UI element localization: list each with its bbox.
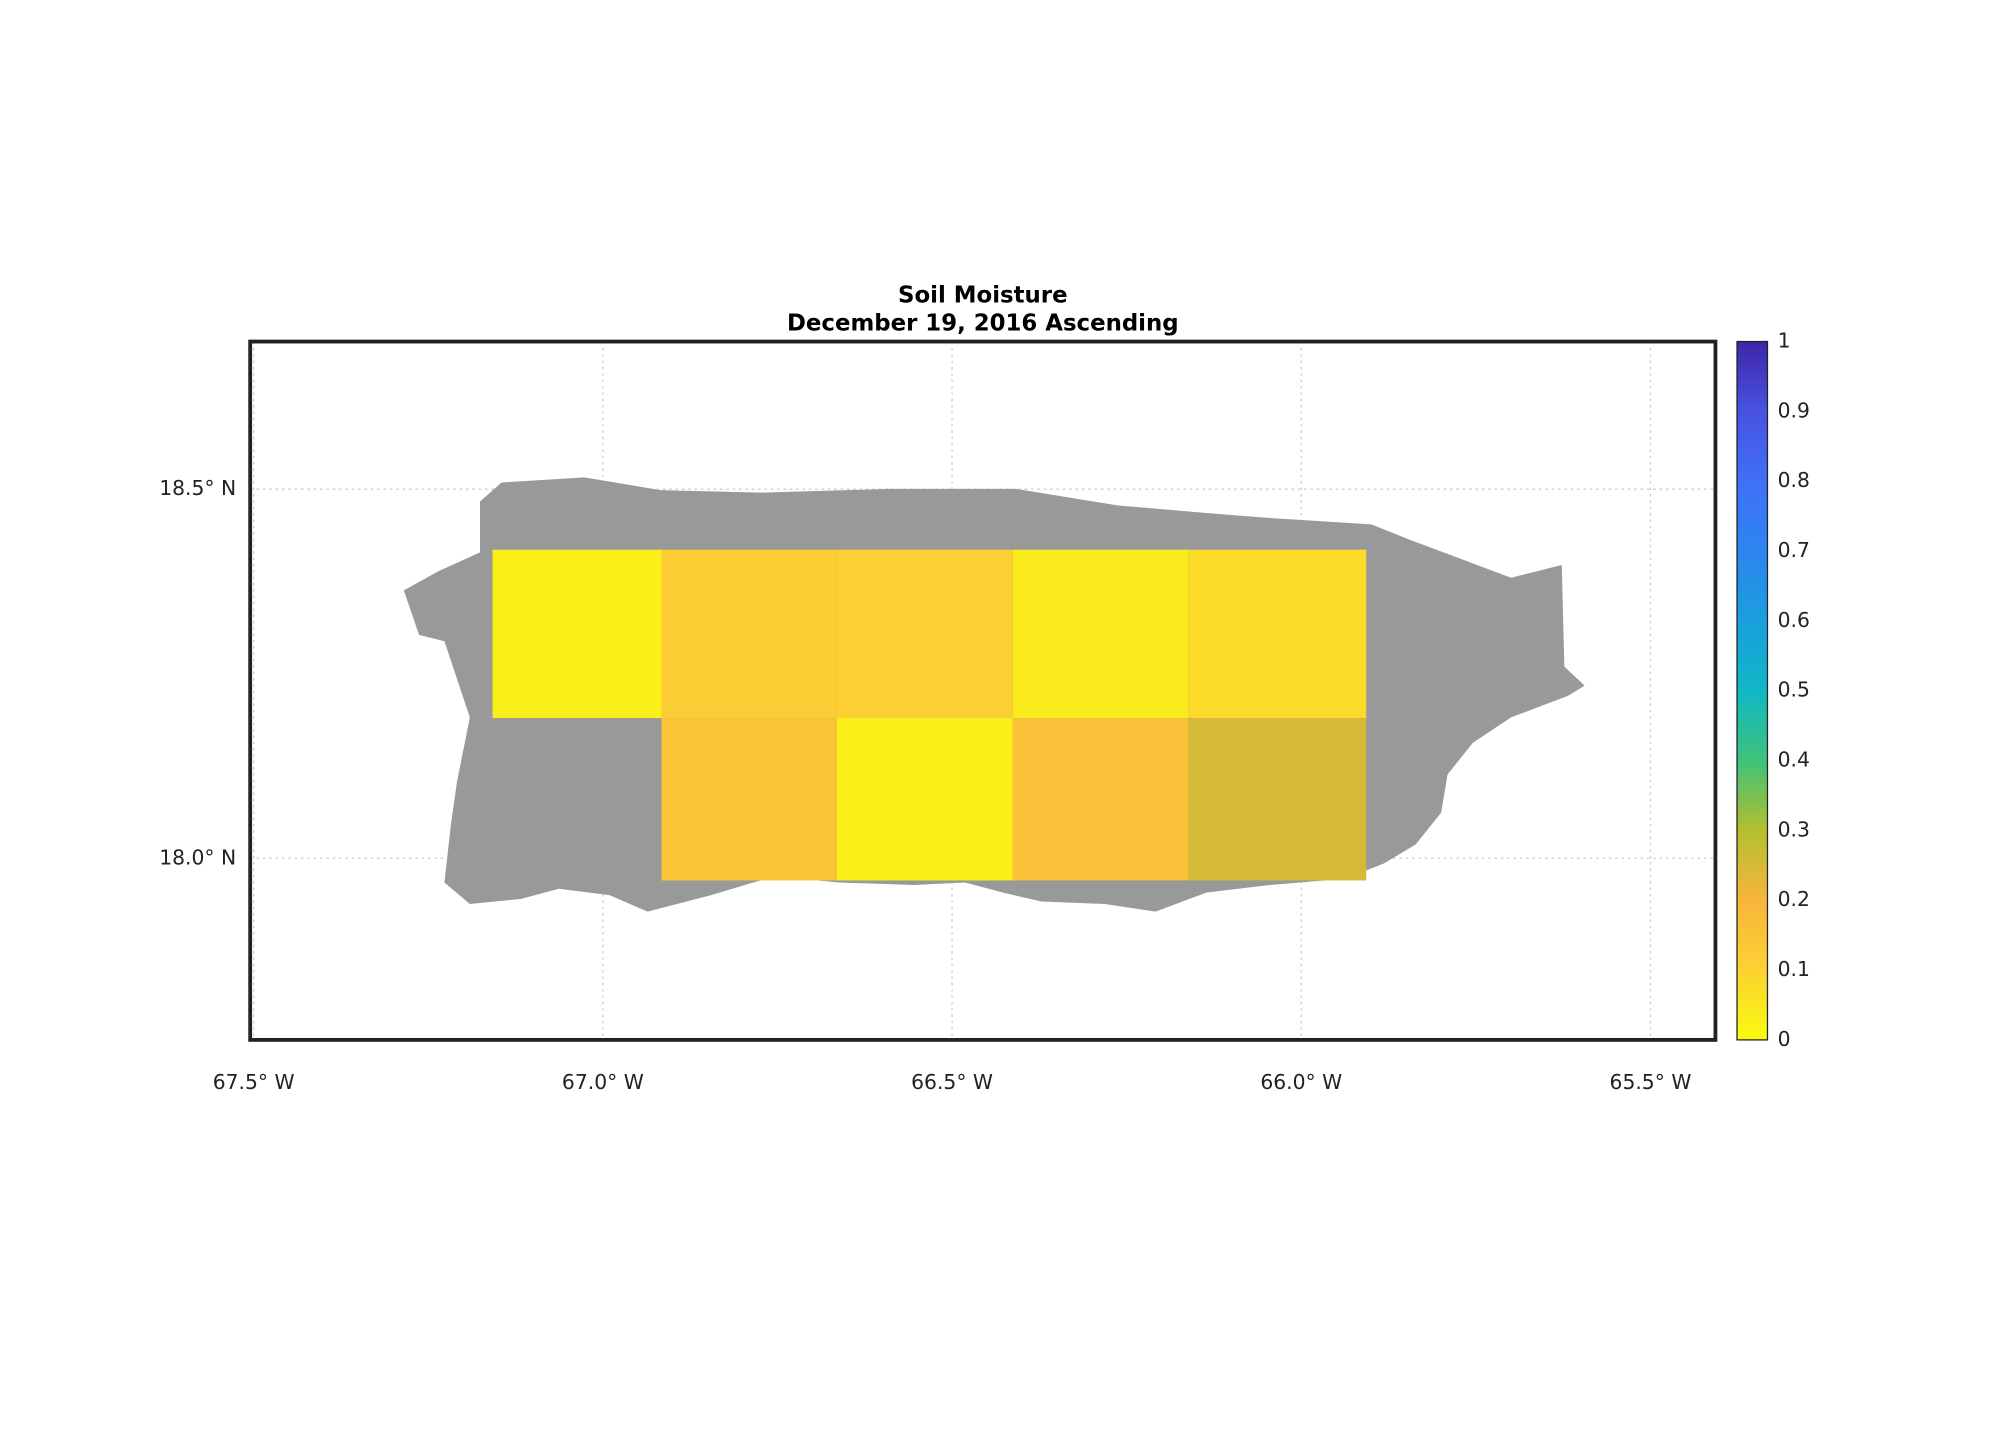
cell (836, 718, 1013, 881)
x-tick-label: 66.0° W (1260, 1070, 1342, 1094)
x-tick-label: 67.5° W (213, 1070, 295, 1094)
colorbar (1736, 340, 1769, 1041)
colorbar-tick-label: 0.8 (1778, 468, 1810, 492)
cell (1188, 549, 1367, 719)
cell (1012, 549, 1189, 719)
colorbar-tick-label: 0.3 (1778, 817, 1810, 841)
chart-subtitle: December 19, 2016 Ascending (787, 310, 1179, 336)
colorbar-tick-label: 0 (1778, 1027, 1791, 1051)
y-tick-label: 18.5° N (159, 476, 236, 500)
colorbar-tick-label: 0.2 (1778, 887, 1810, 911)
colorbar-tick-label: 0.7 (1778, 538, 1810, 562)
x-tick-label: 66.5° W (911, 1070, 993, 1094)
colorbar-tick-label: 1 (1778, 329, 1791, 353)
cells (492, 549, 1367, 881)
x-tick-label: 67.0° W (562, 1070, 644, 1094)
axes: 67.5° W 67.0° W 66.5° W 66.0° W 65.5° W 18.0°… (159, 329, 1810, 1095)
colorbar-tick-label: 0.6 (1778, 608, 1810, 632)
cell (661, 549, 837, 719)
y-tick-label: 18.0° N (159, 845, 236, 869)
cell (1188, 718, 1367, 881)
colorbar-tick-label: 0.1 (1778, 957, 1810, 981)
chart-title: Soil Moisture (898, 282, 1068, 308)
cell (661, 718, 837, 881)
cell (492, 549, 662, 719)
plot-frame (248, 339, 1718, 1042)
cell (836, 549, 1013, 719)
colorbar-tick-label: 0.4 (1778, 748, 1810, 772)
colorbar-tick-label: 0.9 (1778, 398, 1810, 422)
x-tick-label: 65.5° W (1610, 1070, 1692, 1094)
colorbar-tick-label: 0.5 (1778, 678, 1810, 702)
cell (1012, 718, 1189, 881)
